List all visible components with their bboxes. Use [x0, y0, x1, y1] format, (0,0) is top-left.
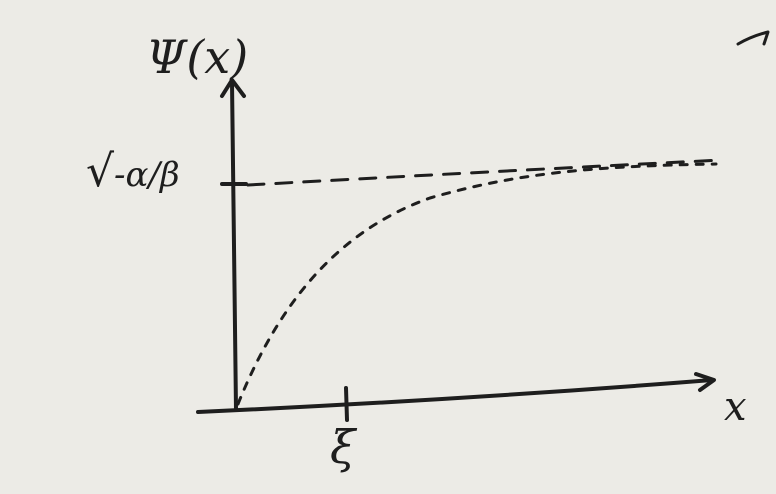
x-tick-mark	[344, 386, 349, 422]
y-axis	[230, 80, 238, 412]
x-axis-arrowhead	[694, 372, 716, 392]
x-axis-label: x	[724, 384, 747, 430]
asymptote-label: √-α/β	[86, 146, 180, 197]
y-axis-arrowhead	[220, 78, 246, 98]
asymptote-expression: -α/β	[114, 155, 180, 195]
psi-curve	[236, 162, 718, 406]
x-axis	[196, 378, 714, 414]
x-tick-label: ξ	[330, 420, 356, 474]
stray-mark	[736, 30, 770, 46]
y-axis-label: Ψ(x)	[146, 30, 249, 84]
asymptote-line	[246, 158, 724, 187]
radical-sign: √	[86, 146, 115, 197]
